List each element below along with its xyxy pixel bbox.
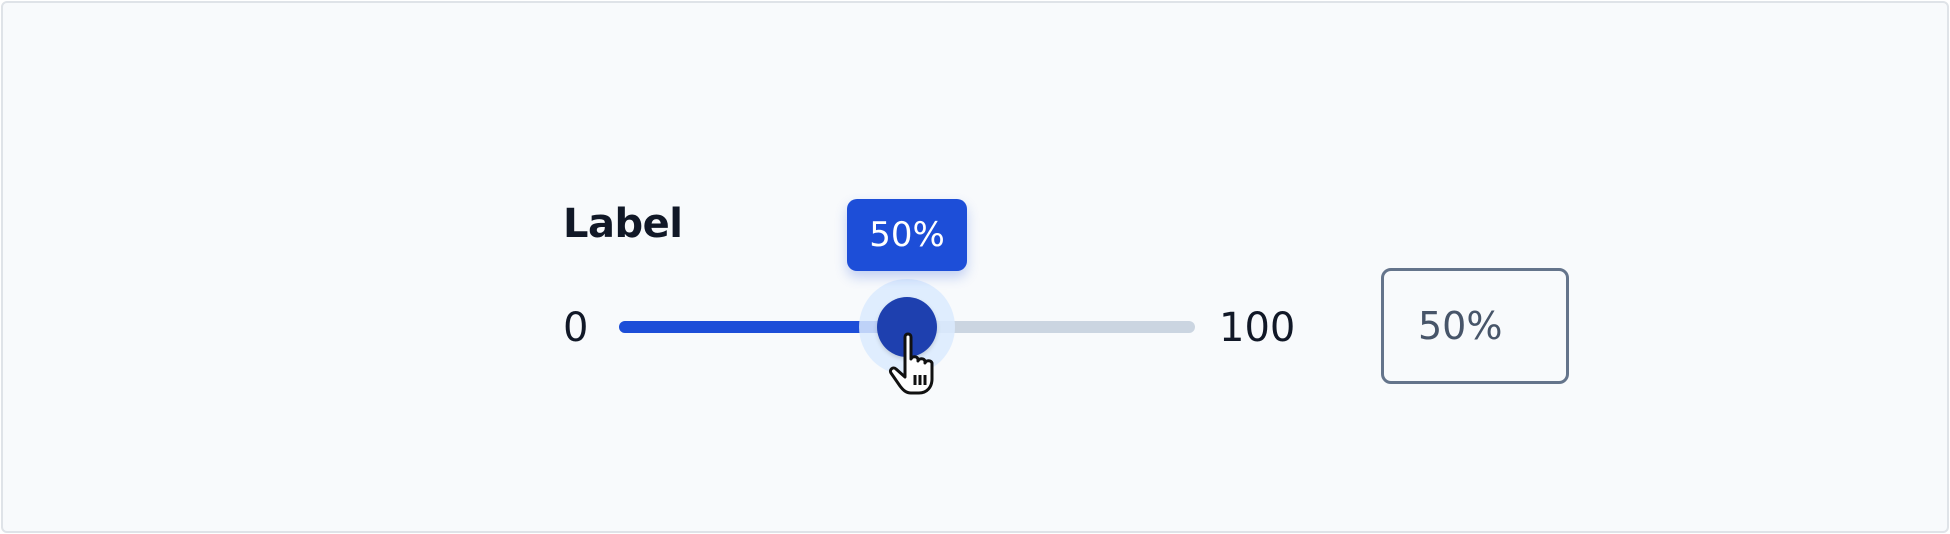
slider-label: Label	[563, 201, 683, 247]
hand-pointer-icon	[889, 332, 934, 395]
slider-fill	[619, 321, 907, 333]
slider-min-label: 0	[563, 305, 589, 351]
slider-max-label: 100	[1219, 305, 1296, 351]
slider[interactable]: 50%	[619, 199, 1195, 395]
slider-value-tooltip: 50%	[847, 199, 967, 271]
slider-value-input[interactable]	[1381, 268, 1569, 384]
